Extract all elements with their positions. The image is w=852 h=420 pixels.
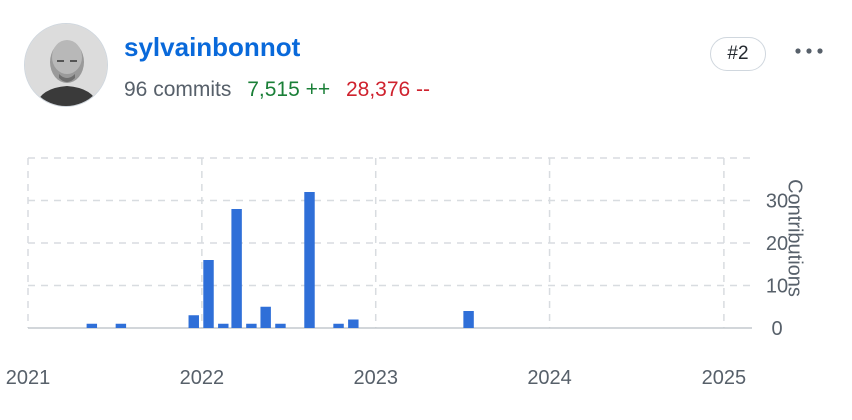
kebab-horizontal-icon[interactable] — [789, 36, 829, 70]
chart-bar — [115, 323, 127, 328]
y-tick-label: 20 — [766, 233, 788, 255]
x-tick-label: 2023 — [353, 367, 398, 389]
chart-bar — [348, 319, 359, 328]
chart-bar — [246, 323, 257, 328]
y-tick-label: 30 — [766, 191, 788, 213]
chart-bar — [304, 192, 315, 328]
x-tick-label: 2025 — [702, 367, 747, 389]
deletions-count: 28,376 -- — [345, 78, 431, 101]
chart-bar — [218, 323, 229, 328]
chart-bar — [86, 323, 98, 328]
y-tick-label: 10 — [766, 276, 788, 298]
rank-badge: #2 — [710, 37, 766, 71]
additions-count: 7,515 ++ — [247, 78, 331, 101]
y-tick-label: 0 — [771, 318, 782, 340]
commit-count: 96 commits — [124, 78, 232, 101]
x-tick-label: 2024 — [527, 367, 572, 389]
contribution-stats: 96 commits 7,515 ++ 28,376 -- — [124, 78, 440, 102]
chart-bar — [188, 315, 199, 328]
x-tick-label: 2021 — [6, 367, 51, 389]
chart-bar — [275, 323, 286, 328]
chart-bar — [260, 306, 271, 328]
chart-bar — [203, 260, 214, 328]
avatar[interactable] — [24, 23, 108, 107]
x-tick-label: 2022 — [180, 367, 225, 389]
chart-bar — [333, 323, 344, 328]
chart-bar — [463, 311, 474, 328]
username-link[interactable]: sylvainbonnot — [124, 32, 301, 62]
chart-bar — [231, 209, 242, 328]
y-axis-title: Contributions — [783, 179, 806, 297]
